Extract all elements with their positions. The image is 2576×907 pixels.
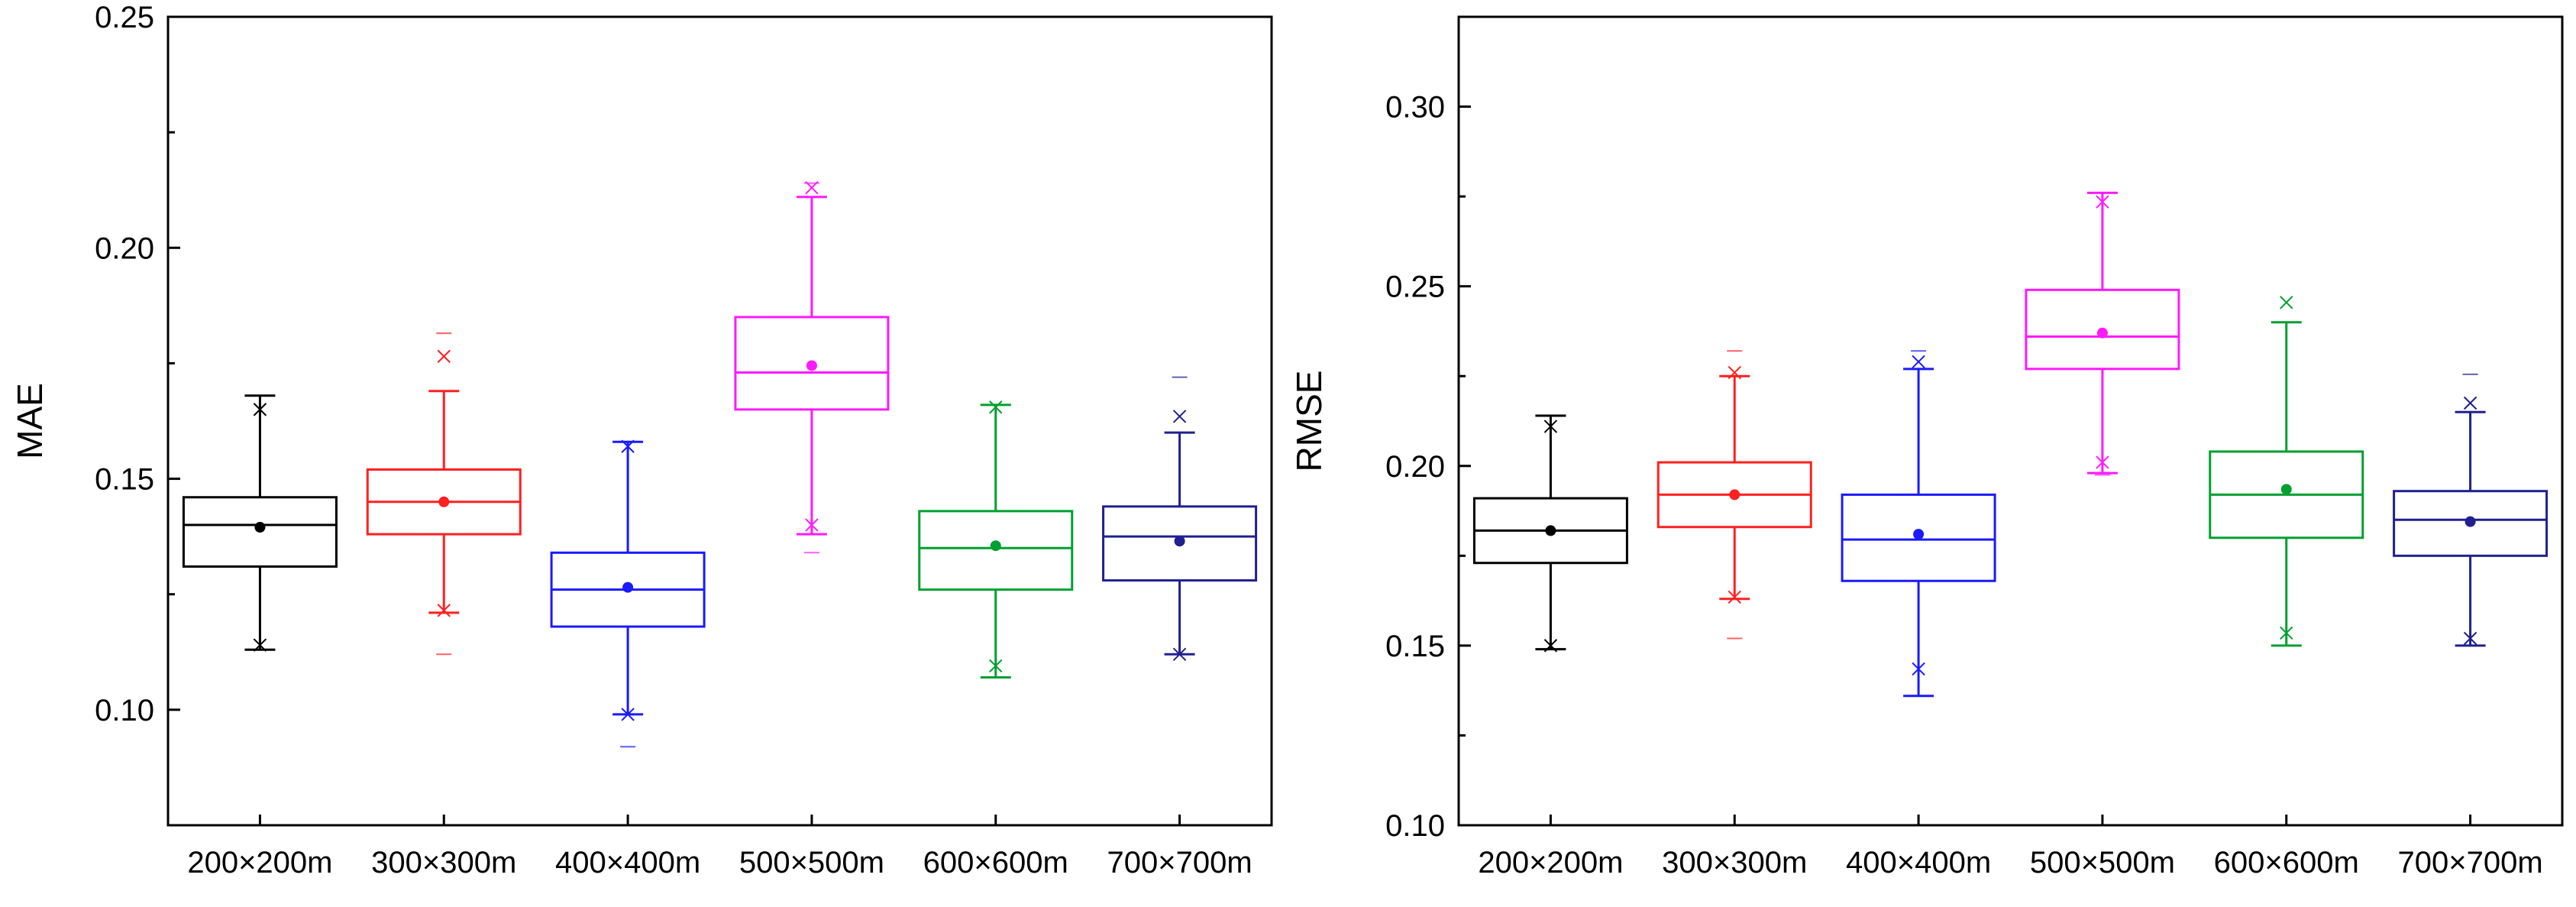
y-tick-label: 0.20 [95, 232, 154, 265]
x-tick-label: 500×500m [2030, 846, 2175, 879]
x-tick-label: 600×600m [2214, 846, 2359, 879]
extreme-x-marker [621, 439, 635, 453]
extreme-x-marker [437, 349, 451, 364]
y-axis-title: RMSE [1289, 371, 1329, 472]
box-700×700m [2393, 373, 2549, 647]
extreme-x-marker [989, 659, 1003, 673]
box-400×400m [550, 439, 706, 748]
extreme-x-marker [1172, 410, 1187, 423]
x-tick-label: 200×200m [187, 846, 332, 879]
mean-point [622, 581, 634, 593]
box-700×700m [1102, 376, 1258, 662]
y-tick-label: 0.15 [1385, 630, 1445, 663]
extreme-x-marker [621, 708, 635, 721]
mean-point [1913, 529, 1925, 540]
mean-point [2280, 484, 2292, 495]
extreme-x-marker [2096, 455, 2109, 469]
extreme-x-marker [1543, 419, 1558, 433]
x-tick-label: 200×200m [1478, 846, 1623, 879]
x-tick-label: 700×700m [2398, 846, 2543, 879]
mean-point [1729, 489, 1740, 500]
mean-point [2464, 516, 2476, 527]
mean-point [990, 540, 1001, 552]
x-tick-label: 500×500m [739, 846, 884, 879]
box-600×600m [918, 400, 1074, 679]
chart-panel-2: 0.10 0.15 0.20 0.25 0.30 RMSE 200×200m 300×300m… [1289, 15, 2564, 879]
extreme-x-marker [2280, 626, 2293, 640]
box-300×300m [1656, 350, 1812, 640]
extreme-x-marker [1172, 647, 1187, 662]
extreme-x-marker [2463, 631, 2477, 646]
x-tick-label: 300×300m [371, 846, 516, 879]
box-300×300m [366, 332, 522, 656]
mean-point [806, 360, 817, 371]
y-tick-label: 0.15 [95, 463, 154, 497]
plot-frame [1457, 15, 2564, 827]
box-200×200m [182, 394, 338, 652]
x-tick-label: 700×700m [1107, 846, 1252, 879]
y-tick-label: 0.25 [95, 1, 154, 34]
y-axis-title: MAE [10, 383, 50, 459]
mean-point [438, 496, 450, 507]
x-tick-label: 400×400m [555, 846, 700, 879]
box-200×200m [1472, 414, 1628, 653]
mean-point [1545, 525, 1556, 536]
x-tick-label: 300×300m [1662, 846, 1807, 879]
mean-point [2096, 327, 2108, 339]
extreme-x-marker [1543, 639, 1558, 653]
extreme-x-marker [1728, 590, 1741, 604]
chart-panel-1: 0.10 0.15 0.20 0.25 MAE 200×200m 300×300m 400×4… [10, 1, 1273, 879]
extreme-x-marker [253, 403, 267, 416]
extreme-x-marker [989, 400, 1003, 414]
mean-point [1174, 536, 1185, 547]
extreme-x-marker [1728, 365, 1741, 380]
extreme-x-marker [437, 604, 451, 617]
box-400×400m [1841, 350, 1996, 698]
extreme-x-marker [805, 518, 819, 532]
extreme-x-marker [1912, 355, 1925, 369]
y-tick-label: 0.25 [1385, 270, 1445, 304]
mean-point [254, 522, 266, 533]
extreme-x-marker [2096, 195, 2109, 209]
extreme-x-marker [253, 638, 267, 652]
box-500×500m [734, 180, 890, 554]
extreme-x-marker [2280, 296, 2293, 309]
plot-frame [166, 15, 1273, 827]
box-600×600m [2209, 296, 2364, 647]
x-tick-label: 400×400m [1846, 846, 1991, 879]
y-tick-label: 0.20 [1385, 450, 1445, 484]
x-tick-label: 600×600m [923, 846, 1068, 879]
iqr-box [2393, 490, 2549, 557]
extreme-x-marker [2463, 396, 2477, 410]
y-tick-label: 0.10 [1385, 809, 1445, 843]
y-tick-label: 0.10 [95, 694, 154, 727]
y-tick-label: 0.30 [1385, 91, 1445, 125]
box-500×500m [2025, 191, 2180, 476]
extreme-x-marker [1912, 662, 1925, 676]
